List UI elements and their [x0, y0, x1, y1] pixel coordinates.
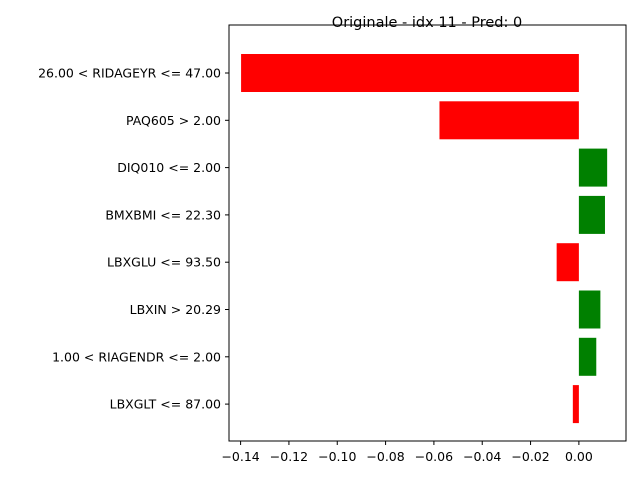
x-tick-label: −0.02	[511, 449, 549, 464]
bar-4	[556, 243, 579, 282]
x-tick-label: −0.10	[318, 449, 356, 464]
bar-3	[578, 195, 605, 234]
x-tick-label: −0.14	[221, 449, 259, 464]
x-tick-label: −0.12	[270, 449, 308, 464]
plot-frame	[228, 24, 627, 442]
y-tick-label: LBXGLU <= 93.50	[107, 255, 221, 270]
chart-title: Originale - idx 11 - Pred: 0	[332, 15, 522, 31]
x-ticks: −0.14 −0.12 −0.10 −0.08 −0.06 −0.04 −0.02 0.00	[221, 441, 593, 464]
bar-7	[572, 385, 579, 424]
bar-6	[578, 337, 597, 376]
y-tick-label: 26.00 < RIDAGEYR <= 47.00	[38, 66, 221, 81]
bar-0	[241, 54, 579, 92]
y-tick-label: LBXIN > 20.29	[130, 302, 221, 317]
bar-1	[439, 101, 579, 140]
bar-2	[578, 148, 608, 187]
x-tick-label: −0.08	[366, 449, 404, 464]
x-tick-label: −0.06	[415, 449, 453, 464]
x-tick-label: −0.04	[463, 449, 501, 464]
x-tick-label: 0.00	[565, 449, 593, 464]
y-tick-label: DIQ010 <= 2.00	[117, 160, 221, 175]
y-tick-labels: 26.00 < RIDAGEYR <= 47.00 PAQ605 > 2.00 DI…	[38, 66, 229, 412]
y-tick-label: PAQ605 > 2.00	[126, 113, 221, 128]
bars-group	[241, 54, 608, 424]
y-tick-label: BMXBMI <= 22.30	[105, 207, 221, 222]
y-tick-label: LBXGLT <= 87.00	[110, 397, 221, 412]
bar-5	[578, 290, 601, 329]
y-tick-label: 1.00 < RIAGENDR <= 2.00	[52, 349, 221, 364]
